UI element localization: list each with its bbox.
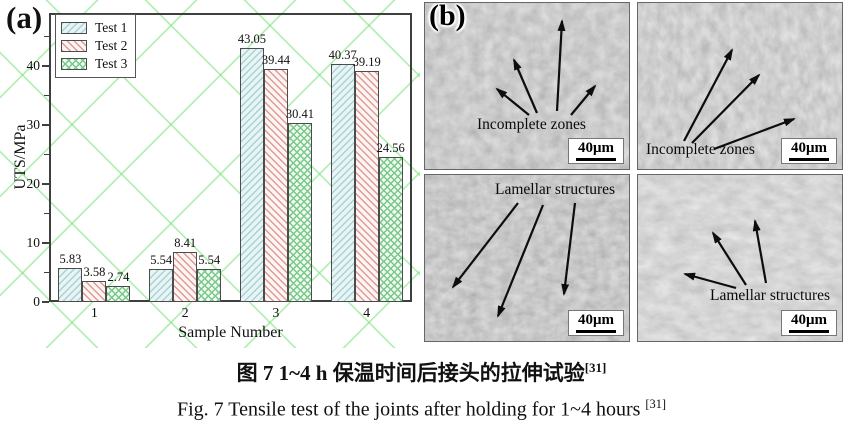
bar (354, 70, 379, 302)
annotation-arrows (451, 202, 577, 318)
bar-value-label: 2.74 (107, 269, 130, 284)
y-tick-label: 20 (26, 176, 41, 192)
scale-bar: 40μm (781, 138, 837, 164)
axis-label-y: UTS/MPa (11, 124, 29, 190)
annotation-text: Incomplete zones (477, 116, 586, 133)
y-minor-tick (44, 35, 49, 38)
caption-chinese-ref: [31] (584, 360, 607, 375)
bar-value-label: 3.58 (83, 264, 106, 279)
legend-label: Test 3 (95, 56, 128, 71)
bar-value-label: 43.05 (237, 32, 266, 47)
y-tick-label: 30 (26, 117, 41, 133)
bar (239, 48, 264, 302)
y-tick (42, 124, 49, 127)
annotation-text: Incomplete zones (646, 141, 755, 158)
sem-micrograph-top-left: (b) Incomplete zones 40μm (424, 2, 630, 170)
bar-value-label: 5.83 (59, 251, 82, 266)
caption-english-ref: [31] (645, 397, 667, 411)
y-minor-tick (44, 212, 49, 215)
legend-swatch (61, 22, 87, 34)
scale-bar-label: 40μm (789, 312, 829, 333)
plot-frame (49, 13, 412, 302)
scale-bar: 40μm (568, 310, 624, 336)
panel-a-chart: (a) 0 10 20 30 40 UTS/MPa Sample Number 1 5.83 3.… (0, 0, 420, 348)
axis-label-x: Sample Number (178, 324, 283, 341)
x-tick-label: 3 (272, 306, 280, 321)
bar (82, 280, 107, 302)
annotation-text: Lamellar structures (495, 181, 616, 198)
scale-bar-label: 40μm (576, 140, 616, 161)
caption-english-text: Fig. 7 Tensile test of the joints after … (176, 398, 641, 421)
caption-chinese-text: 图 7 1~4 h 保温时间后接头的拉伸试验 (236, 361, 585, 385)
caption-chinese: 图 7 1~4 h 保温时间后接头的拉伸试验[31] (0, 357, 843, 387)
y-minor-tick (44, 271, 49, 273)
bar (149, 269, 174, 302)
legend: Test 1 Test 2 Test 3 (55, 14, 137, 78)
y-minor-tick (44, 94, 49, 97)
annotation-text: Lamellar structures (710, 287, 831, 304)
sem-micrograph-top-right: Incomplete zones 40μm (637, 2, 843, 170)
legend-swatch (61, 58, 87, 70)
bar (106, 285, 131, 302)
y-tick (42, 183, 49, 186)
bar-value-label: 5.54 (150, 253, 173, 268)
annotation-arrows (683, 219, 768, 290)
legend-item: Test 1 (61, 20, 127, 36)
bar-value-label: 39.44 (261, 53, 290, 68)
panel-a-label: (a) (6, 0, 43, 35)
legend-label: Test 1 (95, 20, 128, 35)
bar-value-label: 5.54 (198, 253, 221, 268)
sem-micrograph-bottom-right: Lamellar structures 40μm (637, 174, 843, 342)
bar-value-label: 39.19 (352, 54, 381, 69)
x-tick-label: 2 (181, 306, 189, 321)
bar-value-label: 30.41 (285, 106, 314, 121)
panel-b-label: (b) (429, 2, 466, 32)
scale-bar: 40μm (781, 310, 837, 336)
bar-value-label: 8.41 (174, 236, 197, 251)
caption-english: Fig. 7 Tensile test of the joints after … (0, 397, 843, 422)
scale-bar-label: 40μm (789, 140, 829, 161)
legend-swatch (61, 40, 87, 52)
y-tick-label: 0 (33, 294, 40, 309)
bar (378, 157, 403, 302)
legend-item: Test 3 (61, 56, 127, 72)
bar (287, 122, 312, 302)
bar (330, 63, 355, 302)
sem-micrograph-bottom-left: Lamellar structures 40μm (424, 174, 630, 342)
legend-item: Test 2 (61, 38, 127, 54)
bar-value-label: 24.56 (376, 141, 405, 156)
annotation-arrows (495, 19, 597, 116)
scale-bar-label: 40μm (576, 312, 616, 333)
y-tick (42, 65, 49, 68)
x-tick-label: 4 (363, 306, 371, 321)
y-tick (42, 242, 49, 245)
bar (197, 269, 222, 302)
y-tick (42, 301, 49, 303)
x-tick-label: 1 (90, 306, 98, 321)
annotation-arrows (683, 48, 796, 151)
bar (58, 267, 83, 302)
panel-b-micrographs: (b) Incomplete zones 40μm Incomplete zon… (424, 2, 843, 342)
scale-bar: 40μm (568, 138, 624, 164)
y-minor-tick (44, 153, 49, 156)
y-tick-label: 40 (26, 58, 41, 74)
legend-label: Test 2 (95, 38, 128, 53)
bar (263, 69, 288, 302)
y-tick-label: 10 (26, 235, 41, 251)
bar (173, 252, 198, 302)
bar-value-label: 40.37 (328, 47, 357, 62)
